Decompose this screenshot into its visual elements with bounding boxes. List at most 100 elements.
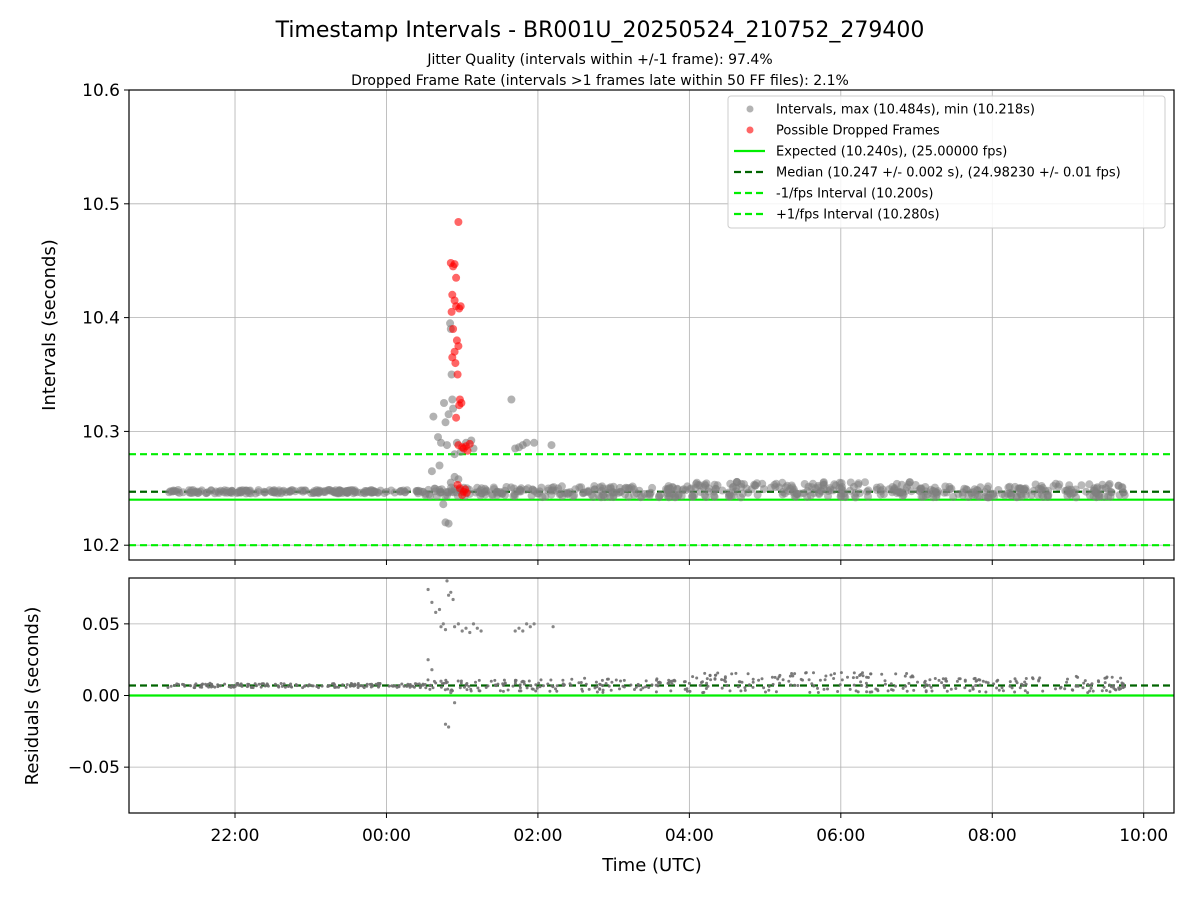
legend-label: Possible Dropped Frames: [776, 124, 940, 139]
data-point: [213, 685, 217, 689]
outlier-point: [447, 725, 451, 729]
data-point: [760, 485, 768, 494]
data-point: [246, 489, 255, 498]
data-point: [829, 673, 833, 677]
data-point: [223, 488, 232, 497]
data-point: [1041, 689, 1045, 693]
data-point: [1021, 683, 1025, 687]
outlier-point: [446, 478, 455, 487]
data-point: [923, 685, 926, 689]
outlier-point: [439, 500, 448, 509]
data-point: [739, 689, 743, 693]
data-point: [424, 686, 428, 690]
data-point: [169, 684, 173, 688]
dropped-frame-point: [454, 218, 463, 226]
axes-frame: [128, 577, 1175, 814]
data-point: [767, 483, 776, 492]
data-point: [674, 490, 683, 499]
data-point: [1058, 686, 1062, 690]
data-point: [377, 685, 380, 689]
data-point: [810, 682, 814, 686]
data-point: [903, 674, 907, 678]
outlier-point: [525, 622, 529, 626]
data-point: [787, 679, 791, 683]
data-point: [1066, 677, 1069, 681]
data-point: [944, 677, 948, 681]
data-point: [1000, 491, 1009, 500]
data-point: [880, 672, 884, 676]
data-point: [700, 491, 709, 500]
data-point: [818, 678, 822, 682]
data-point: [542, 684, 545, 688]
data-point: [473, 483, 482, 492]
data-point: [815, 490, 824, 499]
data-point: [720, 686, 724, 690]
data-point: [478, 689, 482, 693]
data-point: [607, 684, 611, 688]
data-point: [808, 479, 817, 488]
outlier-point: [443, 722, 448, 726]
data-point: [807, 678, 811, 682]
data-point: [698, 683, 702, 687]
data-point: [822, 687, 826, 691]
residuals-panel: 22:00 00:00 02:00 04:00 06:00 08:00 10:00 −0.05…: [68, 577, 1175, 846]
data-point: [519, 689, 523, 693]
data-point: [762, 686, 766, 690]
data-point: [839, 671, 843, 675]
data-point: [883, 679, 887, 683]
data-point: [349, 489, 358, 498]
data-point: [282, 682, 286, 686]
data-point: [501, 689, 505, 693]
data-point: [757, 678, 761, 682]
data-point: [528, 485, 537, 494]
data-point: [724, 680, 728, 684]
data-point: [859, 680, 863, 684]
data-point: [223, 682, 227, 686]
data-point: [725, 684, 729, 687]
data-point: [555, 689, 559, 693]
data-point: [362, 686, 366, 690]
data-point: [534, 689, 538, 693]
outlier-point: [453, 625, 457, 629]
data-point: [654, 690, 658, 694]
y-axis-label-residuals: Residuals (seconds): [22, 607, 43, 786]
data-point: [257, 682, 261, 686]
data-point: [1092, 493, 1101, 502]
data-point: [840, 678, 844, 682]
outlier-point: [507, 395, 516, 404]
data-point: [593, 686, 597, 690]
data-point: [790, 672, 794, 675]
outlier-point: [450, 450, 459, 459]
data-point: [1110, 675, 1114, 679]
data-point: [194, 682, 198, 686]
dropped-frame-point: [451, 359, 460, 368]
data-point: [570, 491, 579, 500]
data-point: [301, 686, 305, 690]
data-point: [480, 484, 489, 493]
data-point: [1086, 683, 1090, 686]
outlier-point: [517, 626, 521, 630]
dropped-frame-point: [461, 485, 470, 494]
outlier-point: [445, 579, 449, 583]
data-point: [538, 685, 542, 689]
outlier-point: [439, 625, 443, 629]
data-point: [549, 678, 553, 682]
data-point: [917, 492, 926, 501]
data-point: [594, 680, 598, 684]
data-point: [793, 489, 802, 498]
y-axis-label-intervals: Intervals (seconds): [39, 239, 60, 411]
data-point: [778, 490, 787, 499]
data-point: [522, 682, 526, 686]
data-point: [955, 679, 959, 683]
data-point: [476, 686, 480, 690]
data-point: [604, 682, 608, 685]
data-point: [718, 486, 727, 495]
data-point: [704, 687, 708, 690]
data-point: [622, 685, 626, 689]
data-point: [760, 677, 764, 681]
outlier-point: [456, 622, 460, 626]
x-tick-label: 04:00: [665, 826, 714, 846]
data-point: [743, 686, 747, 690]
data-point: [503, 681, 507, 685]
outlier-point: [430, 600, 434, 605]
